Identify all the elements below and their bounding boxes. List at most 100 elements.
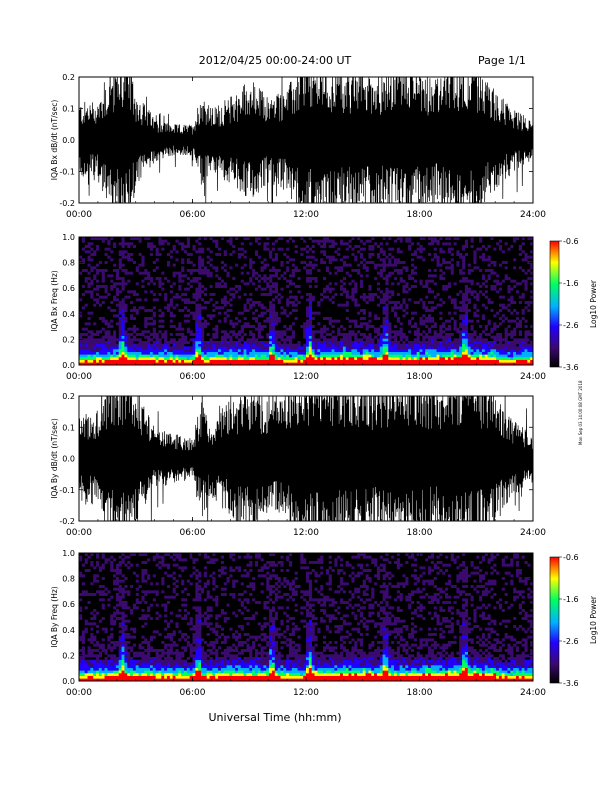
spectrogram-cell (161, 558, 165, 562)
spectrogram-cell (101, 349, 105, 352)
spectrogram-cell (209, 657, 213, 660)
spectrogram-cell (479, 351, 483, 355)
spectrogram-cell (416, 341, 420, 344)
spectrogram-cell (144, 343, 148, 347)
spectrogram-cell (490, 346, 494, 350)
spectrogram-cell (388, 359, 392, 363)
spectrogram-cell (183, 301, 188, 304)
spectrogram-cell (152, 335, 156, 339)
spectrogram-cell (237, 247, 242, 251)
spectrogram-cell (237, 319, 242, 323)
spectrogram-cell (257, 274, 261, 278)
spectrogram-cell (294, 351, 298, 355)
spectrogram-cell (141, 614, 145, 618)
spectrogram-cell (152, 590, 156, 594)
spectrogram-cell (141, 641, 145, 644)
spectrogram-cell (203, 269, 207, 272)
spectrogram-cell (348, 346, 352, 350)
spectrogram-cell (127, 606, 131, 610)
spectrogram-cell (158, 555, 162, 559)
spectrogram-cell (393, 311, 398, 315)
spectrogram-cell (368, 311, 372, 315)
spectrogram-cell (192, 646, 196, 650)
spectrogram-cell (138, 673, 142, 676)
spectrogram-cell (323, 346, 327, 350)
spectrogram-cell (308, 271, 312, 275)
spectrogram-cell (121, 359, 125, 363)
spectrogram-cell (524, 258, 528, 262)
spectrogram-cell (81, 349, 85, 352)
spectrogram-cell (155, 675, 159, 679)
spectrogram-cell (96, 301, 100, 304)
spectrogram-cell (385, 359, 389, 363)
spectrogram-cell (218, 359, 222, 363)
spectrogram-cell (220, 611, 225, 615)
spectrogram-cell (84, 670, 88, 674)
spectrogram-cell (79, 571, 83, 575)
spectrogram-cell (263, 359, 267, 363)
spectrogram-cell (271, 311, 276, 315)
spectrogram-cell (186, 245, 190, 248)
spectrogram-cell (178, 295, 182, 299)
spectrogram-cell (172, 582, 176, 586)
spectrogram-cell (479, 349, 483, 352)
spectrogram-cell (166, 354, 171, 358)
spectrogram-cell (467, 269, 471, 272)
spectrogram-cell (507, 357, 511, 360)
spectrogram-cell (405, 338, 409, 342)
spectrogram-cell (189, 555, 193, 559)
spectrogram-cell (413, 333, 417, 336)
spectrogram-cell (419, 255, 423, 259)
spectrogram-cell (518, 295, 522, 299)
x-tick-label: 12:00 (293, 372, 319, 382)
spectrogram-cell (107, 675, 111, 679)
spectrogram-cell (178, 659, 182, 663)
spectrogram-cell (464, 317, 469, 320)
spectrogram-cell (135, 282, 139, 286)
spectrogram-cell (484, 357, 488, 360)
spectrogram-cell (493, 247, 497, 251)
spectrogram-cell (530, 266, 534, 270)
spectrogram-cell (229, 362, 233, 366)
spectrogram-cell (340, 239, 344, 243)
spectrogram-cell (149, 359, 154, 363)
spectrogram-cell (121, 298, 125, 302)
spectrogram-cell (121, 606, 125, 610)
spectrogram-cell (442, 351, 446, 355)
spectrogram-cell (98, 659, 102, 663)
spectrogram-cell (93, 266, 97, 270)
spectrogram-cell (96, 643, 100, 647)
spectrogram-cell (462, 322, 466, 326)
spectrogram-cell (328, 349, 332, 352)
spectrogram-cell (288, 258, 293, 262)
spectrogram-cell (152, 322, 156, 326)
spectrogram-cell (104, 247, 108, 251)
spectrogram-cell (178, 357, 182, 360)
spectrogram-cell (206, 343, 210, 347)
spectrogram-cell (226, 678, 230, 682)
spectrogram-cell (481, 351, 486, 355)
spectrogram-cell (521, 250, 525, 254)
spectrogram-cell (175, 349, 179, 352)
spectrogram-cell (226, 349, 230, 352)
spectrogram-cell (79, 335, 83, 339)
spectrogram-cell (229, 359, 233, 363)
spectrogram-cell (81, 261, 85, 264)
spectrogram-cell (113, 558, 117, 562)
spectrogram-cell (98, 317, 102, 320)
spectrogram-cell (269, 274, 273, 278)
spectrogram-cell (496, 311, 500, 315)
spectrogram-cell (464, 343, 469, 347)
spectrogram-cell (399, 239, 403, 243)
spectrogram-cell (507, 287, 511, 291)
spectrogram-cell (104, 343, 108, 347)
spectrogram-cell (362, 293, 366, 296)
spectrogram-cell (286, 247, 290, 251)
spectrogram-cell (223, 670, 227, 674)
spectrogram-cell (459, 357, 463, 360)
spectrogram-cell (110, 673, 114, 676)
spectrogram-cell (263, 245, 267, 248)
spectrogram-cell (124, 659, 128, 663)
spectrogram-cell (325, 269, 329, 272)
spectrogram-cell (240, 343, 244, 347)
